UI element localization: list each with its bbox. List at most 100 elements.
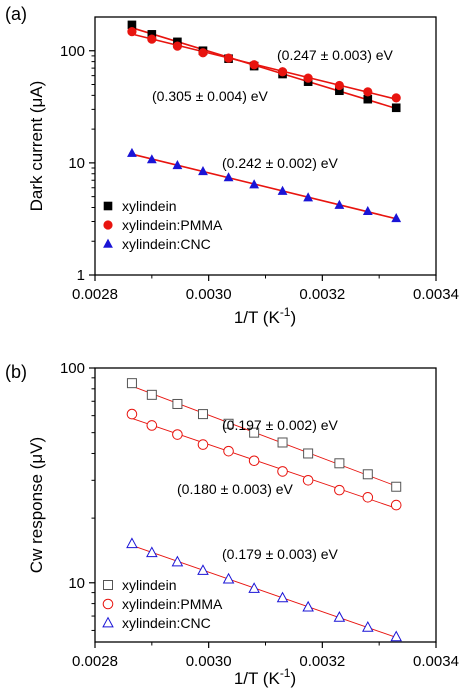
legend: xylindein xylindein:PMMA xylindein:CNC: [103, 198, 223, 252]
legend-label: xylindein: [122, 577, 176, 593]
panel-label: (a): [5, 4, 27, 24]
data-point: [248, 582, 260, 593]
data-markers: [126, 378, 403, 642]
panel-b: (b) 0.0028 0.0030 0.0032 0.0034 10 100 Cw res…: [5, 360, 459, 688]
legend-marker: [102, 598, 114, 610]
fit-line: [128, 544, 400, 639]
data-point: [223, 172, 234, 182]
annotation-label: (0.179 ± 0.003) eV: [222, 546, 339, 562]
data-point: [277, 437, 288, 448]
annotation-label: (0.180 ± 0.003) eV: [177, 481, 294, 497]
axis-ticks: 0.0028 0.0030 0.0032 0.0034 10 100: [60, 360, 459, 670]
axis-ticks: 0.0028 0.0030 0.0032 0.0034 1 10 100: [60, 43, 459, 303]
annotation-label: (0.247 ± 0.003) eV: [277, 47, 394, 63]
y-tick-label: 10: [68, 575, 85, 592]
legend: xylindein xylindein:PMMA xylindein:CNC: [102, 577, 223, 631]
data-point: [249, 179, 260, 189]
y-tick-label: 100: [60, 43, 85, 60]
data-point: [334, 458, 345, 469]
legend-marker: [103, 201, 113, 211]
data-point: [146, 154, 157, 164]
data-point: [223, 418, 234, 429]
x-tick-label: 0.0030: [186, 286, 232, 303]
data-point: [198, 166, 208, 176]
data-point: [127, 27, 137, 37]
y-axis-label: Dark current (μA): [27, 81, 46, 212]
legend-marker: [102, 616, 114, 628]
annotation-label: (0.197 ± 0.002) eV: [222, 417, 339, 433]
panel-label: (b): [5, 362, 27, 382]
legend-marker: [103, 220, 113, 230]
x-tick-label: 0.0034: [413, 653, 459, 670]
legend-label: xylindein:PMMA: [122, 217, 223, 233]
y-axis-label: Cw response (μV): [27, 437, 46, 573]
data-point: [390, 499, 402, 511]
data-point: [362, 492, 374, 503]
data-point: [146, 389, 157, 400]
data-point: [172, 41, 183, 51]
data-point: [302, 600, 314, 612]
x-axis-label: 1/T (K-1): [234, 666, 296, 688]
legend-marker: [103, 580, 113, 590]
fit-line: [128, 152, 400, 221]
y-tick-label: 1: [77, 267, 85, 284]
legend-entry: xylindein:CNC: [103, 236, 211, 252]
data-point: [391, 213, 402, 223]
data-point: [222, 572, 235, 584]
data-point: [302, 475, 314, 486]
data-point: [249, 60, 259, 70]
legend-entry: xylindein: [103, 198, 176, 214]
x-tick-label: 0.0028: [72, 653, 118, 670]
data-point: [334, 199, 345, 209]
panel-a: (a) 0.0028 0.0030 0.0032 0.0034 1 10 100 Dark …: [5, 4, 459, 327]
data-point: [362, 469, 373, 480]
fit-line: [128, 384, 400, 488]
y-tick-label: 10: [68, 155, 85, 172]
data-point: [126, 537, 138, 549]
y-tick-label: 100: [60, 360, 85, 377]
data-markers: [127, 20, 402, 223]
legend-label: xylindein: [122, 198, 176, 214]
data-point: [127, 147, 137, 157]
data-point: [248, 455, 260, 467]
annotation-label: (0.305 ± 0.004) eV: [152, 88, 269, 104]
data-point: [146, 546, 158, 558]
data-point: [197, 439, 209, 450]
data-point: [147, 34, 157, 44]
data-point: [391, 103, 401, 113]
data-point: [223, 53, 234, 63]
data-point: [276, 591, 289, 603]
legend-marker: [103, 238, 113, 248]
data-point: [249, 427, 260, 438]
data-point: [303, 448, 314, 459]
data-point: [277, 185, 288, 195]
legend-entry: xylindein:PMMA: [103, 217, 223, 233]
data-point: [171, 555, 184, 567]
data-point: [303, 73, 313, 83]
data-point: [126, 408, 138, 420]
legend-label: xylindein:CNC: [122, 236, 211, 252]
data-point: [334, 80, 344, 91]
legend-entry: xylindein:CNC: [102, 615, 211, 631]
data-point: [363, 87, 373, 97]
x-tick-label: 0.0032: [299, 653, 345, 670]
data-point: [391, 93, 401, 103]
x-tick-label: 0.0028: [72, 286, 118, 303]
x-axis-label: 1/T (K-1): [234, 305, 296, 327]
data-point: [146, 420, 158, 431]
data-point: [333, 611, 346, 622]
x-tick-label: 0.0032: [299, 286, 345, 303]
data-point: [172, 398, 183, 409]
data-point: [172, 429, 183, 440]
data-point: [334, 484, 345, 496]
data-point: [362, 205, 373, 216]
data-point: [126, 378, 137, 389]
data-point: [277, 466, 288, 477]
data-point: [223, 445, 234, 457]
legend-entry: xylindein: [103, 577, 176, 593]
annotation-label: (0.242 ± 0.002) eV: [222, 155, 339, 171]
data-point: [303, 192, 314, 202]
legend-label: xylindein:PMMA: [122, 596, 223, 612]
data-point: [197, 409, 208, 420]
